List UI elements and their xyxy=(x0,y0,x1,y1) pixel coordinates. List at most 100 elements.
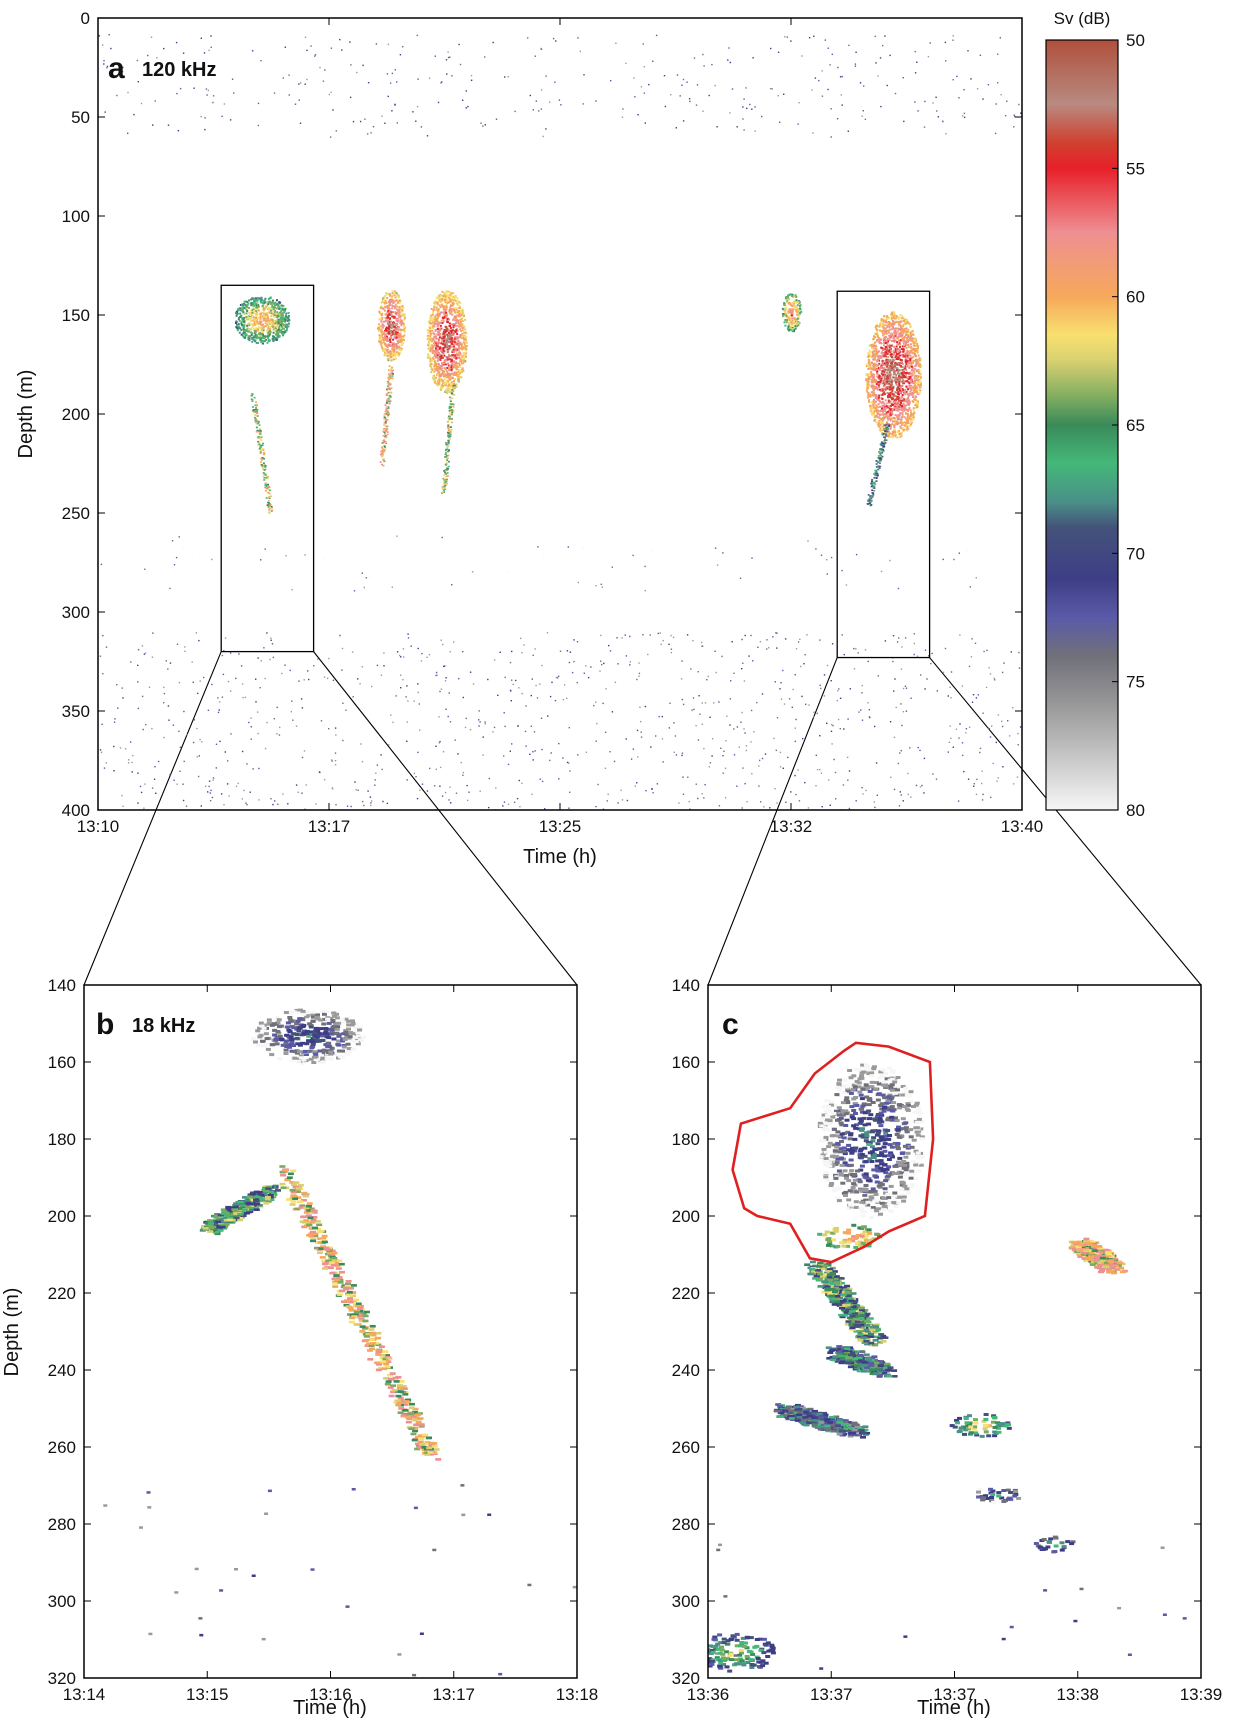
echo-sample xyxy=(882,44,884,47)
echo-sample xyxy=(949,725,951,727)
school-sample xyxy=(436,323,439,326)
school-sample xyxy=(785,321,788,324)
school-sample xyxy=(799,308,802,311)
school-sample xyxy=(793,330,796,333)
echo-sample xyxy=(733,728,735,730)
school-sample xyxy=(438,378,441,381)
echo-sample xyxy=(813,711,815,713)
echo-sample xyxy=(426,656,428,658)
school-sample xyxy=(275,321,278,324)
school-sample xyxy=(262,309,265,312)
echo-sample xyxy=(935,96,937,98)
echo-sample xyxy=(465,107,467,109)
echo-sample xyxy=(352,120,355,123)
school-sample xyxy=(448,345,451,347)
echo-sample xyxy=(297,791,299,793)
school-sample xyxy=(455,373,458,376)
school-sample xyxy=(906,332,909,335)
school-sample xyxy=(243,312,246,315)
school-sample xyxy=(252,338,255,341)
school-sample xyxy=(434,322,437,325)
echo-sample xyxy=(897,587,900,590)
school-sample xyxy=(433,377,436,380)
school-sample xyxy=(264,306,267,309)
school-sample xyxy=(288,322,290,325)
school-sample xyxy=(433,350,435,353)
school-sample xyxy=(906,416,909,419)
school-sample xyxy=(446,386,449,389)
school-sample xyxy=(461,323,464,326)
school-sample xyxy=(388,331,391,333)
echo-sample xyxy=(391,72,394,75)
school-sample xyxy=(440,364,443,367)
school-sample xyxy=(387,359,390,362)
echo-sample xyxy=(179,746,182,748)
school-sample xyxy=(463,338,465,341)
school-sample xyxy=(389,310,392,313)
echo-sample xyxy=(935,778,938,780)
school-sample xyxy=(453,371,456,374)
echo-sample xyxy=(402,679,404,681)
echo-sample xyxy=(861,115,863,117)
school-sample xyxy=(400,310,403,313)
echo-sample xyxy=(577,581,579,584)
school-sample xyxy=(912,392,915,395)
echo-sample xyxy=(945,133,947,135)
echo-sample xyxy=(568,727,570,729)
school-sample xyxy=(269,326,272,328)
echo-sample xyxy=(971,701,974,703)
school-sample xyxy=(449,374,452,377)
school-sample xyxy=(260,329,263,332)
school-sample xyxy=(281,333,284,336)
school-sample xyxy=(385,313,388,316)
school-sample xyxy=(901,372,904,375)
school-sample xyxy=(888,388,891,391)
school-sample xyxy=(898,399,901,402)
school-sample xyxy=(394,311,397,314)
echo-sample xyxy=(826,664,829,667)
school-sample xyxy=(383,331,386,333)
echo-sample xyxy=(177,130,180,132)
school-sample xyxy=(429,330,432,333)
echo-sample xyxy=(152,632,154,634)
school-sample xyxy=(394,296,397,299)
echo-sample xyxy=(681,752,684,754)
echo-sample xyxy=(169,587,171,590)
echo-sample xyxy=(479,721,481,723)
echo-sample xyxy=(445,708,447,710)
school-sample xyxy=(902,318,905,321)
echo-sample xyxy=(718,701,720,703)
school-sample xyxy=(282,323,284,326)
school-sample xyxy=(442,372,445,375)
school-sample xyxy=(263,340,266,343)
echo-sample xyxy=(834,771,837,774)
echo-sample xyxy=(722,552,724,554)
echo-sample xyxy=(709,716,711,718)
echo-sample xyxy=(391,586,393,588)
echo-sample xyxy=(790,40,792,42)
echo-sample xyxy=(398,654,401,657)
school-sample xyxy=(887,435,890,438)
school-sample xyxy=(248,306,250,309)
echo-sample xyxy=(905,710,908,712)
school-sample xyxy=(450,385,452,388)
school-sample xyxy=(452,301,454,304)
school-sample xyxy=(885,352,888,355)
school-sample xyxy=(248,299,250,302)
echo-sample xyxy=(244,696,247,699)
school-sample xyxy=(393,354,396,357)
echo-sample xyxy=(931,652,933,655)
school-sample xyxy=(897,391,900,394)
echo-sample xyxy=(413,772,416,775)
echo-sample xyxy=(779,751,782,754)
echo-sample xyxy=(864,118,867,120)
echo-sample xyxy=(687,776,689,778)
school-sample xyxy=(390,329,393,332)
school-sample xyxy=(442,337,445,340)
school-sample xyxy=(250,302,253,305)
echo-sample xyxy=(779,121,781,123)
echo-sample xyxy=(636,729,639,732)
school-sample xyxy=(385,327,388,330)
school-sample xyxy=(436,296,439,299)
school-sample xyxy=(791,310,794,313)
